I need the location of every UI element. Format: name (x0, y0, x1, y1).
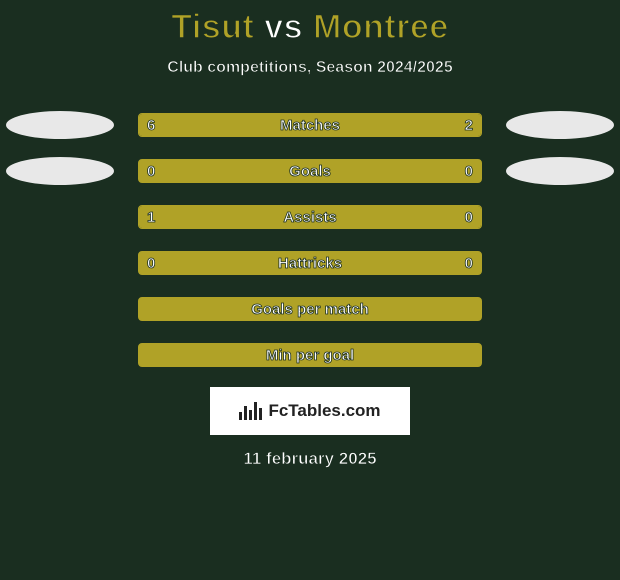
vs-separator: vs (264, 8, 303, 46)
player1-name: Tisut (171, 8, 254, 46)
stat-label: Min per goal (139, 344, 481, 366)
stat-value-left: 6 (139, 114, 163, 136)
stat-value-left: 0 (139, 252, 163, 274)
stat-value-right: 2 (457, 114, 481, 136)
stat-row: 0 0Hattricks (0, 245, 620, 291)
stat-row: 62Matches (0, 107, 620, 153)
stat-label: Goals (139, 160, 481, 182)
stat-bar: 10Assists (138, 205, 482, 229)
stat-row: 10Assists (0, 199, 620, 245)
stat-bar: Goals per match (138, 297, 482, 321)
stat-label: Hattricks (139, 252, 481, 274)
stat-value-left: 0 (139, 160, 163, 182)
player1-avatar-placeholder (6, 157, 114, 185)
stats-list: 62Matches00Goals10Assists00HattricksGoal… (0, 107, 620, 383)
stat-value-right: 0 (457, 160, 481, 182)
stat-row: Goals per match (0, 291, 620, 337)
stat-bar: 0 0Goals (138, 159, 482, 183)
stat-row: 0 0Goals (0, 153, 620, 199)
player1-avatar-placeholder (6, 111, 114, 139)
player2-avatar-placeholder (506, 111, 614, 139)
player2-name: Montree (313, 8, 449, 46)
stat-row: Min per goal (0, 337, 620, 383)
brand-box[interactable]: FcTables.com (210, 387, 410, 435)
stat-bar: 0 0Hattricks (138, 251, 482, 275)
stat-bar: Min per goal (138, 343, 482, 367)
page-title: Tisut vs Montree (0, 8, 620, 47)
stat-value-left: 1 (139, 206, 163, 228)
stat-value-right: 0 (457, 206, 481, 228)
bar-chart-icon (239, 402, 262, 420)
brand-text: FcTables.com (268, 401, 380, 421)
stat-bar: 62Matches (138, 113, 482, 137)
bar-fill-left (139, 114, 385, 136)
bar-fill-left (139, 206, 406, 228)
stat-label: Goals per match (139, 298, 481, 320)
date-line: 11 february 2025 (0, 449, 620, 469)
subtitle: Club competitions, Season 2024/2025 (0, 59, 620, 77)
stat-value-right: 0 (457, 252, 481, 274)
player2-avatar-placeholder (506, 157, 614, 185)
comparison-card: Tisut vs Montree Club competitions, Seas… (0, 0, 620, 469)
